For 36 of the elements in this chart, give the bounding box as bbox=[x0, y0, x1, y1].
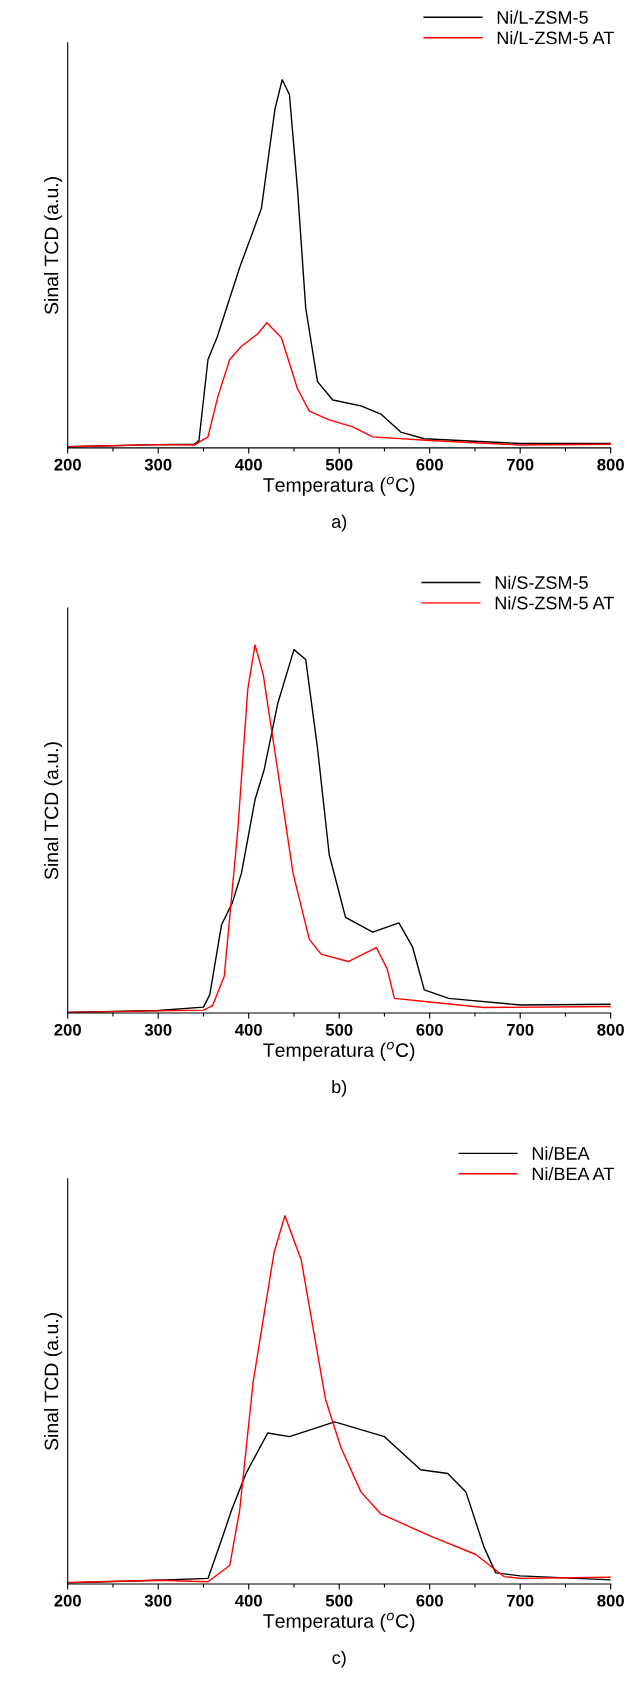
x-tick-label: 500 bbox=[325, 458, 353, 471]
y-axis-title: Sinal TCD (a.u.) bbox=[44, 177, 63, 315]
x-axis-title: Temperatura ($^{o}$C) bbox=[263, 476, 415, 496]
x-tick-label: 500 bbox=[325, 1594, 353, 1607]
x-tick-label: 300 bbox=[144, 1594, 172, 1607]
x-tick-label: 500 bbox=[325, 1023, 353, 1036]
y-axis-title: Sinal TCD (a.u.) bbox=[44, 1313, 63, 1451]
x-tick-label: 400 bbox=[235, 458, 262, 471]
x-axis-title: Temperatura ($^{o}$C) bbox=[263, 1612, 415, 1632]
text: b) bbox=[332, 1079, 347, 1097]
legend-label: Ni/BEA bbox=[532, 1146, 590, 1160]
x-tick-label: 600 bbox=[416, 1594, 443, 1607]
x-tick-label: 200 bbox=[54, 1594, 81, 1607]
x-tick-label: 400 bbox=[235, 1023, 262, 1036]
legend-label: Ni/S-ZSM-5 bbox=[495, 575, 588, 589]
x-tick-label: 700 bbox=[507, 1594, 534, 1607]
x-tick-label: 800 bbox=[597, 458, 624, 471]
x-tick-label: 200 bbox=[54, 458, 81, 471]
x-tick-label: 700 bbox=[507, 1023, 534, 1036]
legend-label: Ni/L-ZSM-5 AT bbox=[497, 30, 614, 45]
x-tick-label: 200 bbox=[54, 1023, 81, 1036]
text: c) bbox=[332, 1650, 346, 1668]
x-tick-label: 600 bbox=[416, 1023, 443, 1036]
y-axis-title: Sinal TCD (a.u.) bbox=[44, 742, 63, 880]
legend-label: Ni/BEA AT bbox=[532, 1167, 614, 1181]
text: a) bbox=[331, 514, 347, 532]
x-tick-label: 300 bbox=[144, 1023, 172, 1036]
x-tick-label: 400 bbox=[235, 1594, 262, 1607]
x-tick-label: 800 bbox=[597, 1594, 624, 1607]
x-tick-label: 600 bbox=[416, 458, 443, 471]
legend-label: Ni/S-ZSM-5 AT bbox=[495, 596, 614, 610]
legend-label: Ni/L-ZSM-5 bbox=[497, 10, 588, 24]
x-axis-title: Temperatura ($^{o}$C) bbox=[263, 1041, 415, 1061]
x-tick-label: 700 bbox=[507, 458, 534, 471]
x-tick-label: 800 bbox=[597, 1023, 624, 1036]
x-tick-label: 300 bbox=[144, 458, 172, 471]
